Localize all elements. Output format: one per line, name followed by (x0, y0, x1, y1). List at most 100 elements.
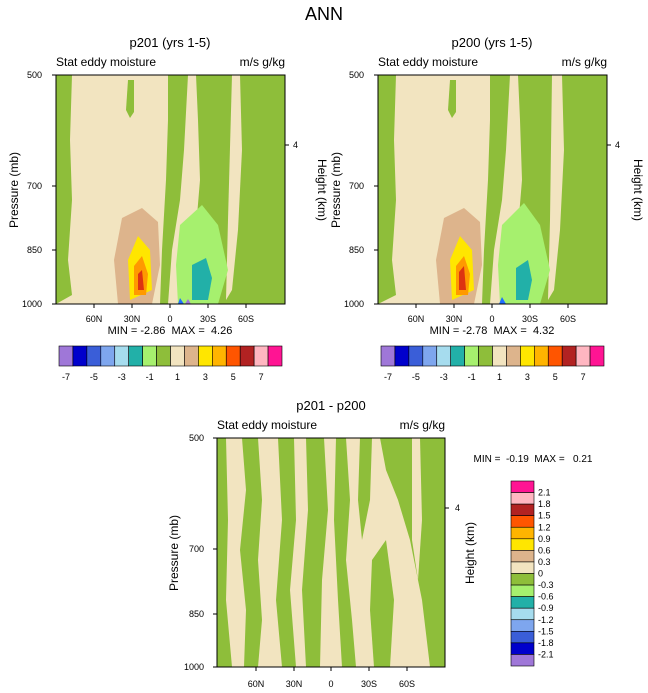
colorbar-label: -5 (412, 372, 420, 382)
contour-bright-green-patch (498, 203, 550, 304)
y2-axis: 4 Height (km) (607, 140, 645, 221)
left-label: Stat eddy moisture (378, 55, 478, 69)
y2-axis: 4 Height (km) (285, 140, 329, 221)
right-label: m/s g/kg (400, 418, 445, 432)
colorbar-swatch (436, 345, 451, 367)
x-tick-label: 30N (286, 679, 303, 689)
y-tick-label: 500 (349, 70, 364, 80)
colorbar-swatch (510, 538, 535, 551)
colorbar-label: -2.1 (538, 649, 554, 659)
colorbar-swatch (510, 619, 535, 632)
y-tick-label: 700 (349, 181, 364, 191)
contour-green-small-cell (448, 80, 456, 118)
contour-red-core (459, 266, 466, 290)
colorbar-label: 7 (581, 372, 586, 382)
x-tick-label: 0 (328, 679, 333, 689)
colorbar-swatch (575, 345, 591, 367)
colorbar-swatch (534, 345, 549, 367)
colorbar-swatch (510, 607, 535, 621)
colorbar-swatch (510, 550, 535, 563)
colorbar-swatch (510, 503, 535, 516)
contour-green-band-center (160, 75, 188, 304)
contour-green-small-cell (126, 80, 134, 118)
contour-green-strip-1 (217, 438, 232, 667)
colorbar-label: -1.8 (538, 638, 554, 648)
contour-field (378, 75, 607, 304)
y-axis-label: Pressure (mb) (167, 515, 181, 591)
x-axis-ticks: 60N 30N 0 30S 60S (248, 667, 415, 689)
x-axis-ticks: 60N 30N 0 30S 60S (86, 304, 254, 324)
y-tick-label: 850 (189, 609, 204, 619)
panel-p200: p200 (yrs 1-5) Stat eddy moisture m/s g/… (329, 35, 645, 337)
colorbar-swatch (510, 515, 535, 528)
colorbar-label: -7 (384, 372, 392, 382)
y-tick-label: 850 (349, 245, 364, 255)
y-axis-ticks: 500 700 850 1000 (344, 70, 378, 309)
colorbar-label: -0.6 (538, 592, 554, 602)
colorbar-swatch (520, 345, 535, 367)
colorbar-swatch (464, 345, 479, 367)
colorbar-label: -0.9 (538, 603, 554, 613)
colorbar-swatch (589, 345, 605, 367)
colorbar-swatch (510, 480, 535, 493)
colorbar-swatch (267, 345, 283, 367)
y-tick-label: 700 (189, 544, 204, 554)
y2-axis-label: Height (km) (463, 522, 477, 584)
y2-tick-label: 4 (293, 140, 298, 150)
panel-difference: p201 - p200 Stat eddy moisture m/s g/kg … (167, 398, 593, 689)
contour-purple-cell (185, 299, 191, 304)
colorbar-swatch (253, 345, 269, 367)
y-tick-label: 1000 (22, 299, 42, 309)
contour-cream-streak-right (548, 75, 564, 300)
x-tick-label: 0 (167, 314, 172, 324)
colorbar-label: 1 (497, 372, 502, 382)
x-tick-label: 60N (248, 679, 265, 689)
colorbar-label: -1 (146, 372, 154, 382)
contour-teal-cell (192, 258, 212, 300)
x-tick-label: 0 (489, 314, 494, 324)
colorbar-label: -0.3 (538, 580, 554, 590)
colorbar-swatch (114, 345, 129, 367)
colorbar-label: 0.6 (538, 545, 551, 555)
contour-cream-streak (412, 438, 422, 580)
contour-field (56, 75, 285, 304)
contour-green-band-left (56, 75, 72, 304)
min-max-stats: MIN = -2.78 MAX = 4.32 (430, 325, 555, 337)
colorbar-swatch (450, 345, 465, 367)
x-tick-label: 30S (361, 679, 377, 689)
y-axis-label: Pressure (mb) (329, 152, 343, 228)
colorbar-swatch (239, 345, 255, 367)
colorbar-label: 2.1 (538, 488, 551, 498)
colorbar-swatch (510, 526, 535, 540)
colorbar-swatch (510, 561, 535, 574)
colorbar-swatch (394, 345, 410, 367)
min-max-stats: MIN = -0.19 MAX = 0.21 (474, 454, 593, 465)
colorbar-swatch (510, 573, 535, 586)
colorbar-label: -3 (118, 372, 126, 382)
y-tick-label: 500 (27, 70, 42, 80)
colorbar-swatch (561, 345, 577, 367)
y2-axis: 4 Height (km) (445, 503, 477, 584)
contour-teal-cell (516, 260, 532, 300)
colorbar-label: -5 (90, 372, 98, 382)
colorbar-top-right: -7 -5 -3 -1 1 3 5 7 (380, 345, 605, 382)
x-tick-label: 60S (560, 314, 576, 324)
colorbar-top-left: -7 -5 -3 -1 1 3 5 7 (58, 345, 283, 382)
colorbar-swatch (510, 584, 535, 597)
colorbar-swatch (100, 345, 116, 367)
panel-title: p201 - p200 (296, 398, 365, 413)
colorbar-swatch (212, 345, 227, 367)
x-tick-label: 60S (399, 679, 415, 689)
colorbar-right-vertical: 2.11.81.51.20.90.60.30-0.3-0.6-0.9-1.2-1… (510, 480, 554, 667)
colorbar-label: -7 (62, 372, 70, 382)
panel-title: p201 (yrs 1-5) (130, 35, 211, 50)
colorbar-swatch (156, 345, 171, 367)
x-tick-label: 30S (200, 314, 216, 324)
y-tick-label: 500 (189, 433, 204, 443)
colorbar-swatch (510, 642, 535, 655)
contour-green-strip-2 (240, 438, 262, 667)
contour-green-strip-8 (370, 540, 394, 667)
x-tick-label: 30N (124, 314, 141, 324)
colorbar-swatch (510, 654, 535, 667)
